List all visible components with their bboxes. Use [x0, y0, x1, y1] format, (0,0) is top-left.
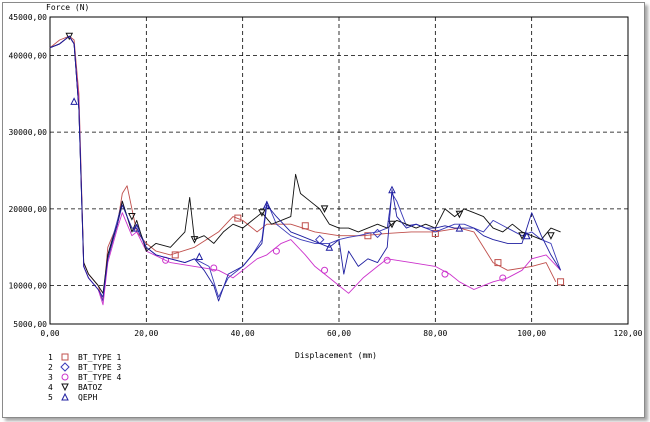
data-point-bt-type-1: [301, 222, 309, 230]
x-tick-label: 40,00: [231, 329, 255, 338]
y-tick-label: 45000,00: [8, 13, 47, 22]
data-point-bt-type-4: [499, 274, 507, 282]
data-point-qeph: [388, 185, 396, 194]
x-tick-label: 60,00: [327, 329, 351, 338]
data-point-bt-type-1: [557, 278, 565, 286]
legend-marker-qeph: [61, 392, 69, 401]
data-point-batoz: [65, 32, 74, 41]
data-point-batoz: [518, 232, 526, 240]
legend-index: 1: [48, 353, 53, 362]
legend-entry-bt-type-1: BT_TYPE 1: [78, 353, 122, 362]
data-point-qeph: [523, 231, 531, 240]
x-tick-label: 0,00: [40, 329, 59, 338]
data-point-qeph: [70, 97, 78, 105]
x-tick-label: 120,00: [614, 329, 643, 338]
plot-border: [49, 16, 629, 325]
data-point-batoz: [547, 232, 555, 240]
series-bt-type-3: [49, 35, 562, 302]
data-point-batoz: [190, 236, 199, 244]
data-point-qeph: [195, 252, 204, 260]
series-line-bt-type-4: [49, 35, 561, 306]
legend-index: 2: [48, 363, 53, 372]
data-point-batoz: [320, 205, 329, 213]
series-qeph: [49, 35, 561, 302]
x-tick-label: 80,00: [423, 329, 447, 338]
series-line-bt-type-1: [49, 35, 557, 302]
series-line-bt-type-3: [49, 35, 562, 302]
series-bt-type-4: [49, 35, 561, 306]
x-tick-label: 100,00: [517, 329, 546, 338]
data-point-bt-type-1: [431, 229, 439, 237]
data-point-qeph: [325, 243, 334, 251]
data-point-bt-type-4: [272, 247, 280, 255]
data-point-bt-type-1: [364, 232, 372, 240]
data-point-bt-type-4: [383, 256, 391, 264]
x-tick-label: 20,00: [134, 329, 158, 338]
legend-entry-bt-type-3: BT_TYPE 3: [78, 363, 122, 372]
data-point-batoz: [455, 210, 464, 219]
grid: [50, 17, 628, 324]
legend-index: 3: [48, 373, 53, 382]
data-point-bt-type-4: [321, 266, 329, 274]
y-tick-label: 10000,00: [8, 282, 47, 291]
legend-entry-qeph: QEPH: [78, 393, 97, 402]
data-point-batoz: [258, 209, 266, 217]
data-point-bt-type-4: [210, 264, 218, 272]
series-line-qeph: [49, 35, 561, 302]
legend-marker-bt-type-1: [61, 353, 69, 361]
y-axis-label: Force (N): [46, 3, 89, 12]
data-point-qeph: [262, 200, 271, 209]
data-point-qeph: [132, 223, 141, 232]
data-point-bt-type-1: [171, 251, 179, 259]
data-point-batoz: [128, 213, 136, 221]
legend-marker-bt-type-3: [60, 362, 70, 372]
data-point-qeph: [455, 223, 464, 232]
y-tick-label: 20000,00: [8, 205, 47, 214]
y-tick-label: 30000,00: [8, 128, 47, 137]
data-point-batoz: [388, 220, 396, 229]
data-point-bt-type-3: [372, 228, 383, 239]
data-point-bt-type-4: [441, 270, 449, 278]
y-tick-label: 5000,00: [13, 320, 47, 329]
series-bt-type-1: [49, 35, 565, 302]
legend: 1 BT_TYPE 1 2 BT_TYPE 3 3 BT_TYPE 4 4 BATOZ 5 QEP…: [48, 353, 122, 402]
legend-marker-bt-type-4: [61, 373, 69, 381]
series-group: [49, 32, 565, 306]
data-point-bt-type-1: [494, 259, 502, 267]
legend-entry-bt-type-4: BT_TYPE 4: [78, 373, 122, 382]
legend-index: 5: [48, 393, 53, 402]
legend-index: 4: [48, 383, 53, 392]
x-axis-label: Displacement (mm): [295, 351, 377, 360]
legend-marker-batoz: [61, 383, 69, 392]
axes: 0,00 20,00 40,00 60,00 80,00 100,00 120,00 5000…: [8, 13, 642, 338]
y-tick-label: 40000,00: [8, 51, 47, 60]
legend-entry-batoz: BATOZ: [78, 383, 102, 392]
data-point-bt-type-1: [234, 214, 242, 222]
